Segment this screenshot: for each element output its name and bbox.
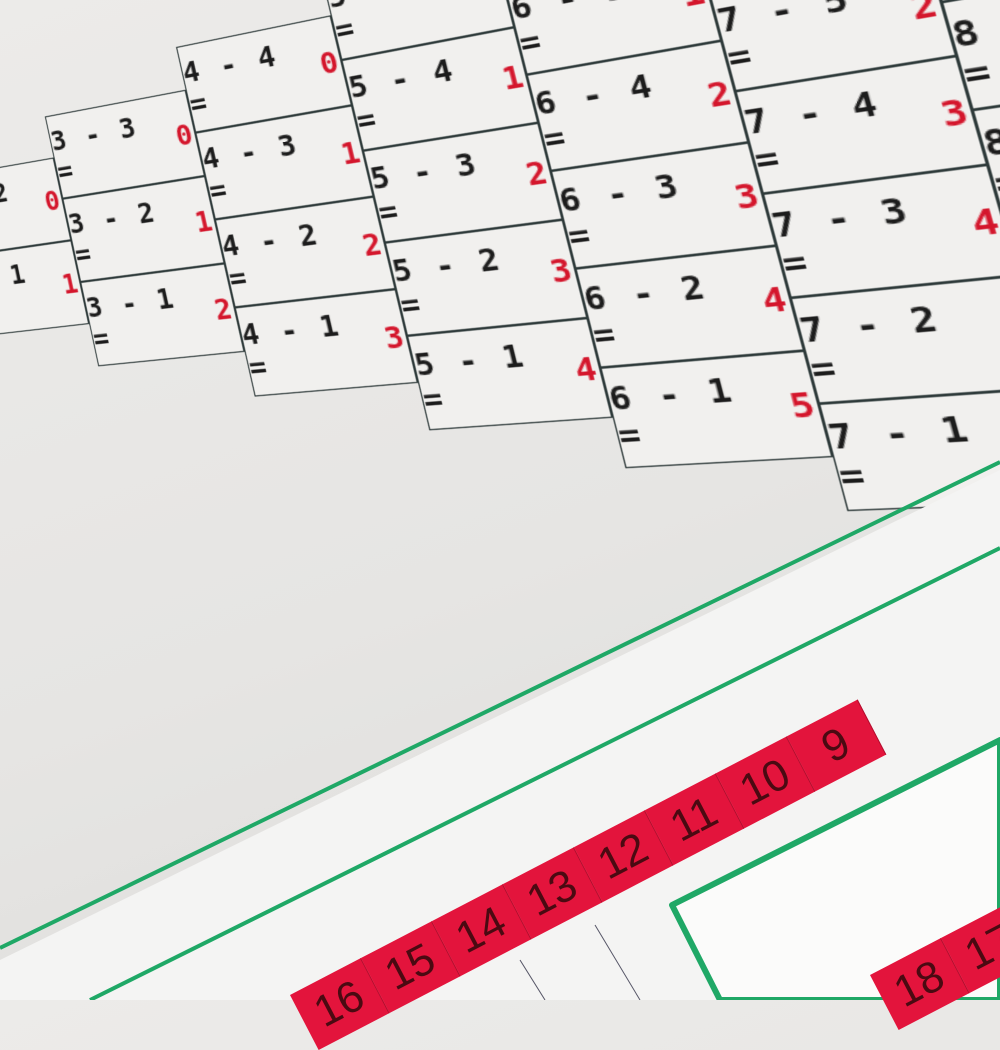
number-tray [0, 0, 1000, 1000]
